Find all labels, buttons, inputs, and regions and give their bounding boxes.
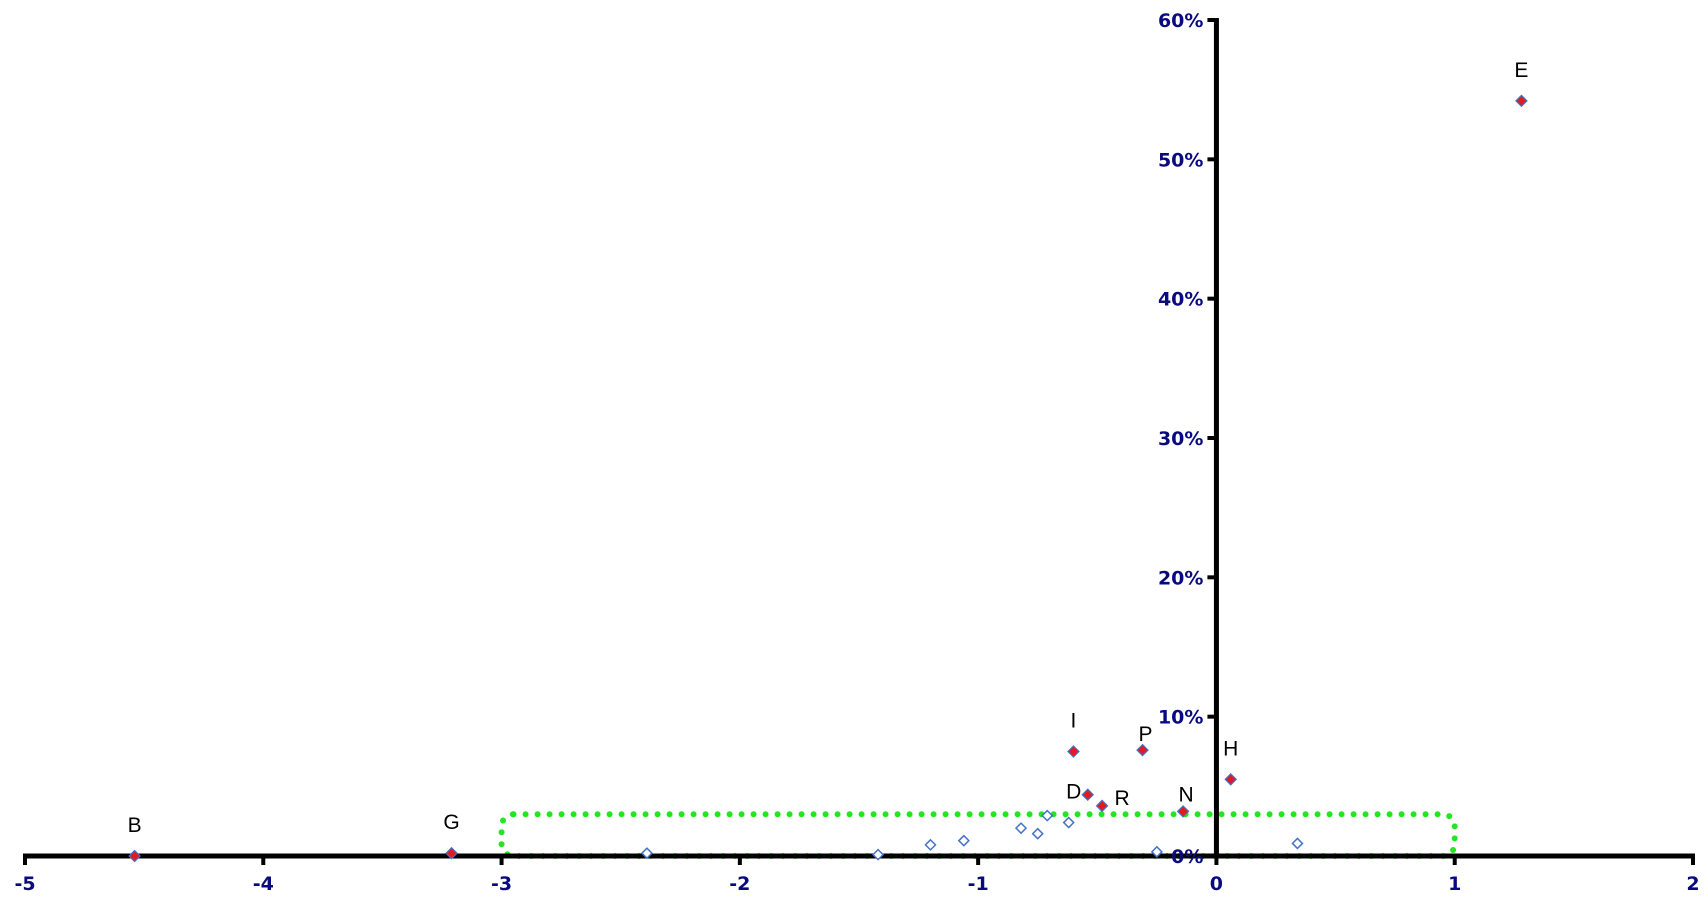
y-tick-label: 50%	[1158, 149, 1203, 171]
point-label: D	[1066, 781, 1081, 804]
points-layer	[128, 94, 1528, 863]
open-data-point	[872, 848, 885, 861]
point-label: H	[1223, 737, 1238, 760]
labeled-data-point	[1067, 745, 1080, 758]
open-data-point	[1291, 837, 1304, 850]
open-data-point	[957, 834, 970, 847]
y-ticks-layer: 0% 10% 20% 30% 40% 50% 60%	[1158, 10, 1218, 868]
labeled-data-point	[128, 849, 141, 863]
x-tick-label: 0	[1210, 873, 1223, 895]
x-tick-label: -3	[491, 873, 512, 895]
x-tick-label: -5	[14, 873, 35, 895]
labeled-data-point	[1136, 743, 1149, 757]
point-label: G	[443, 811, 459, 834]
x-ticks-layer: -5 -4 -3 -2 -1 0 1 2	[14, 855, 1700, 895]
point-label: N	[1178, 783, 1193, 806]
open-data-point	[1031, 827, 1044, 840]
open-data-point	[1041, 809, 1054, 822]
point-label: P	[1139, 723, 1153, 746]
y-tick-label: 20%	[1158, 567, 1203, 589]
x-tick-label: -2	[729, 873, 750, 895]
y-tick-label: 0%	[1171, 846, 1203, 868]
highlight-region-box	[498, 811, 1458, 860]
open-data-point	[1150, 845, 1163, 858]
labeled-data-point	[1224, 773, 1238, 786]
x-tick-label: 1	[1448, 873, 1461, 895]
point-label: B	[128, 814, 142, 837]
point-label: I	[1071, 710, 1077, 733]
point-labels-layer: B G I D R P N H E	[128, 59, 1529, 837]
x-tick-label: 2	[1686, 873, 1699, 895]
y-tick-label: 40%	[1158, 289, 1203, 311]
labeled-data-point	[445, 846, 458, 860]
y-tick-label: 30%	[1158, 428, 1203, 450]
labeled-data-point	[1515, 94, 1528, 108]
point-label: R	[1114, 787, 1129, 810]
highlight-region-layer	[498, 811, 1458, 860]
labeled-data-point	[1176, 805, 1190, 818]
labeled-data-point	[1095, 799, 1109, 813]
open-data-point	[924, 838, 937, 851]
y-tick-label: 10%	[1158, 707, 1203, 729]
x-tick-label: -1	[968, 873, 989, 895]
open-data-point	[1014, 822, 1028, 835]
x-tick-label: -4	[253, 873, 274, 895]
point-label: E	[1514, 59, 1528, 82]
open-data-point	[640, 847, 653, 860]
axes-layer	[23, 18, 1695, 859]
labeled-data-point	[1081, 788, 1095, 802]
y-tick-label: 60%	[1158, 10, 1203, 32]
open-data-point	[1062, 816, 1075, 829]
